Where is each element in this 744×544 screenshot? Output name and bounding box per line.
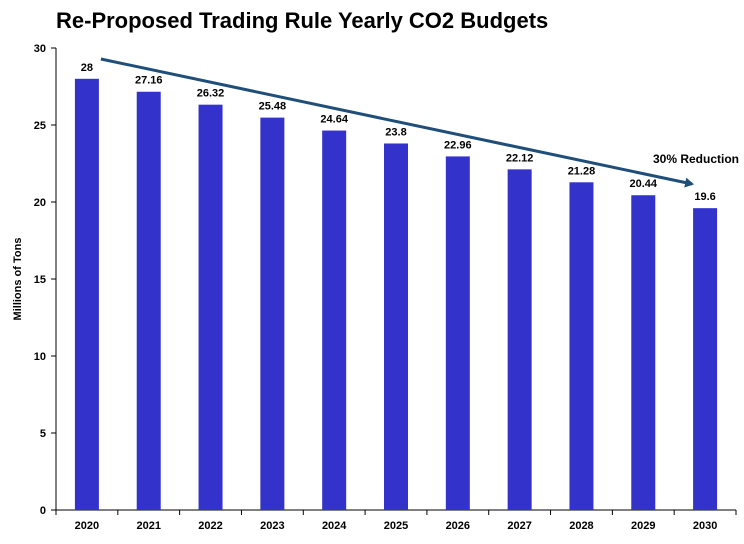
x-tick-label: 2025 [384,520,408,532]
bar [445,156,470,510]
y-tick-label: 15 [34,274,46,286]
y-tick-label: 25 [34,120,46,132]
y-axis-label: Millions of Tons [12,238,24,321]
bar [631,195,656,510]
data-label: 22.96 [444,139,472,151]
x-tick-label: 2026 [446,520,470,532]
y-tick-label: 20 [34,197,46,209]
y-tick-label: 30 [34,43,46,55]
annotation: 30% Reduction [100,57,739,188]
y-tick-label: 0 [40,505,46,517]
data-label: 23.8 [385,126,406,138]
data-label: 27.16 [135,75,163,87]
bars [74,78,718,511]
y-tick-label: 5 [40,428,46,440]
labels: 28 2020 27.16 2021 26.32 2022 25.48 2023 24.64 20… [75,62,718,532]
data-label: 20.44 [630,178,658,190]
bar [384,143,408,511]
chart-title: Re-Proposed Trading Rule Yearly CO2 Budg… [56,8,549,33]
bar [198,104,223,510]
bar [322,130,347,510]
data-label: 25.48 [259,101,287,113]
x-tick-label: 2020 [75,520,99,532]
bar [569,182,594,510]
data-label: 24.64 [320,114,348,126]
x-tick-label: 2022 [198,520,222,532]
y-tick-label: 10 [34,351,46,363]
x-tick-label: 2024 [322,520,347,532]
data-label: 19.6 [694,191,715,203]
x-tick-label: 2021 [136,520,160,532]
data-label: 28 [81,62,93,74]
bar [136,91,161,511]
data-label: 22.12 [506,152,534,164]
bar [507,169,532,511]
x-tick-label: 2023 [260,520,284,532]
data-label: 26.32 [197,88,225,100]
bar [693,208,718,510]
x-tick-label: 2030 [693,520,717,532]
x-tick-label: 2028 [569,520,593,532]
reduction-annotation: 30% Reduction [653,152,739,166]
y-axis-label-group: Millions of Tons [12,238,24,321]
bar [74,78,99,511]
data-label: 21.28 [568,165,596,177]
trend-arrow [100,57,695,188]
bar [260,117,285,510]
x-tick-label: 2027 [507,520,531,532]
x-tick-label: 2029 [631,520,655,532]
